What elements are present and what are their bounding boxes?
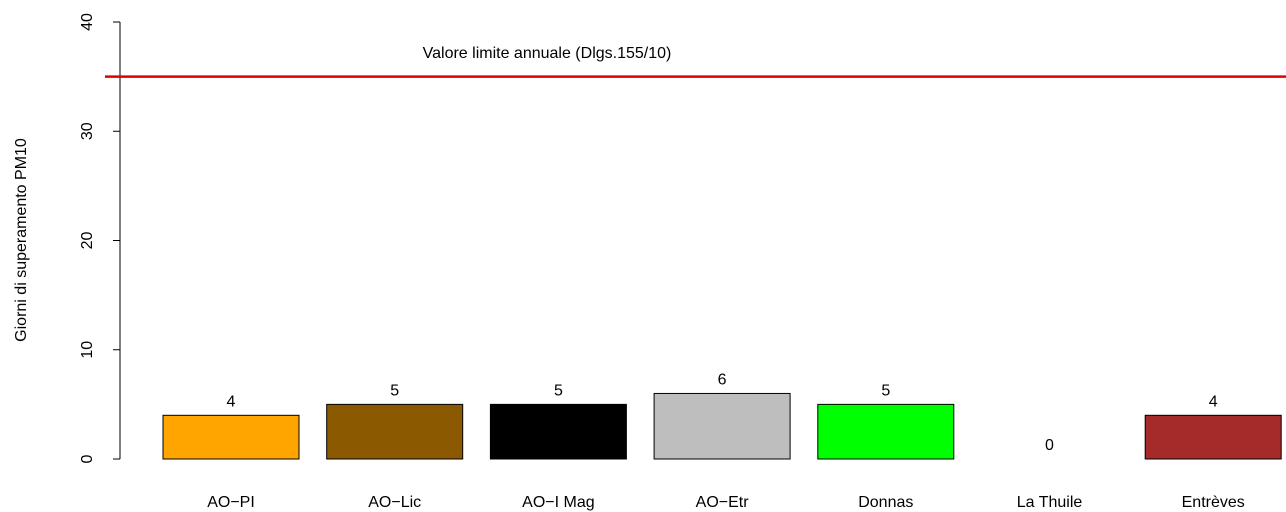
value-label: 6 (718, 372, 727, 389)
bar (653, 392, 791, 460)
value-label: 5 (881, 383, 890, 400)
value-label: 0 (1045, 437, 1054, 454)
reference-label: Valore limite annuale (Dlgs.155/10) (423, 45, 672, 62)
y-tick-label: 40 (79, 13, 96, 31)
x-tick-label: AO−Etr (696, 494, 750, 511)
y-tick-label: 20 (79, 232, 96, 250)
x-tick-label: AO−Lic (368, 494, 421, 511)
bar (162, 414, 300, 460)
y-tick-label: 10 (79, 341, 96, 359)
bar (1144, 414, 1282, 460)
value-label: 5 (390, 383, 399, 400)
bar (326, 403, 464, 460)
y-tick-label: 30 (79, 122, 96, 140)
x-tick-label: AO−PI (207, 494, 255, 511)
bar (489, 403, 627, 460)
x-tick-label: AO−I Mag (522, 494, 594, 511)
x-tick-label: Donnas (858, 494, 913, 511)
bar (817, 403, 955, 460)
value-label: 5 (554, 383, 563, 400)
value-label: 4 (227, 394, 236, 411)
y-axis-label: Giorni di superamento PM10 (13, 138, 30, 342)
y-tick-label: 0 (79, 454, 96, 463)
x-tick-label: La Thuile (1017, 494, 1083, 511)
x-tick-label: Entrèves (1182, 494, 1245, 511)
value-label: 4 (1209, 394, 1218, 411)
